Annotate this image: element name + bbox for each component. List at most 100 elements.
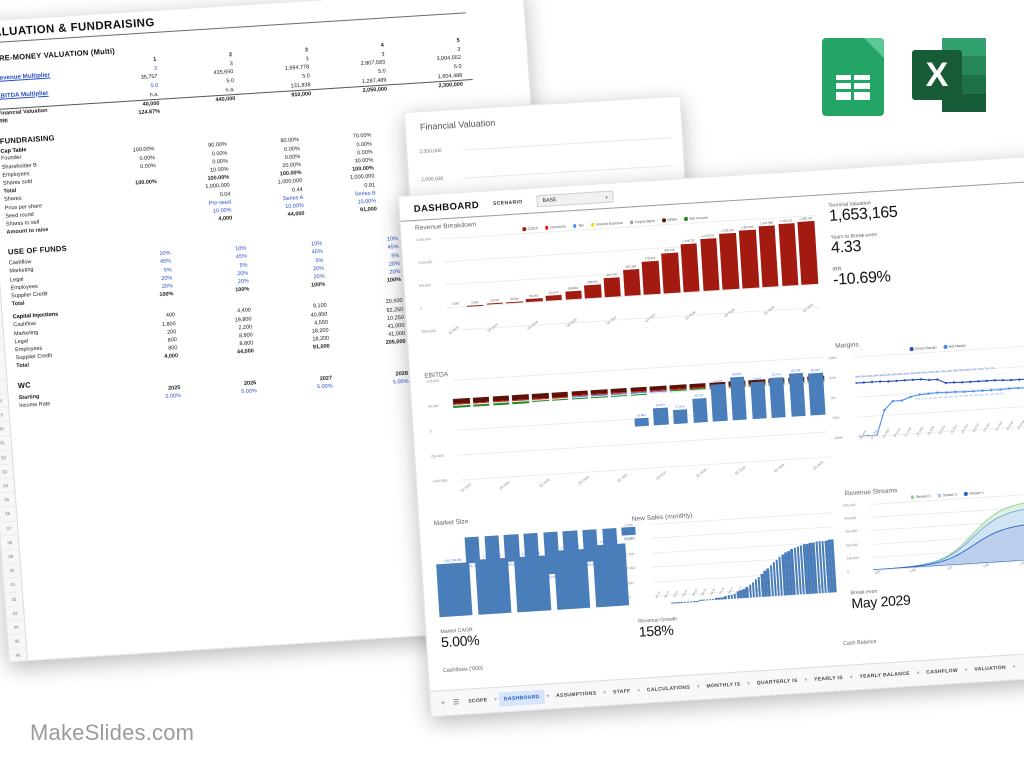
axis-tick-label: (100,000) <box>432 478 448 484</box>
data-label: 189,894 <box>567 285 579 291</box>
legend-swatch <box>964 492 968 496</box>
dashboard-grid: Revenue Breakdown COGS Discounts Tax Intere… <box>401 181 1024 684</box>
scenario-label: SCENARIO <box>492 199 523 208</box>
data-label: 48,733 <box>694 392 704 398</box>
legend-item: Gross Margin <box>909 345 937 352</box>
dashboard-sheet[interactable]: DASHBOARD SCENARIO BASE ▼ Revenue Breakd… <box>398 155 1024 717</box>
axis-tick-label: 500,000 <box>843 502 856 508</box>
legend-swatch <box>943 345 948 349</box>
axis-tick-label: 500,000 <box>418 283 432 288</box>
bar: 1,091,200,000 <box>436 558 473 618</box>
axis-tick-label: 2,000 <box>624 537 634 542</box>
bar-rect <box>730 376 747 421</box>
tab-menu-caret-icon[interactable]: ▾ <box>964 667 968 674</box>
bar-positive <box>506 301 523 304</box>
tab-menu-caret-icon[interactable]: ▾ <box>1012 664 1016 671</box>
add-sheet-icon[interactable]: + <box>440 699 446 707</box>
data-label: 1,564 <box>451 301 459 306</box>
axis-tick-label: 100,000 <box>846 555 860 561</box>
bar-positive <box>564 290 582 300</box>
axis-tick-label: 50,000 <box>428 403 439 409</box>
margins-lines <box>854 377 1024 437</box>
bar-positive <box>525 298 543 303</box>
data-label: 1,219,031 <box>701 232 715 238</box>
legend-swatch <box>662 218 666 223</box>
bar-rect <box>673 409 689 425</box>
google-sheets-icon[interactable] <box>822 38 884 116</box>
app-icon-group: X <box>822 38 986 116</box>
data-label: 936,246 <box>664 247 675 253</box>
cashflows-note: Cashflows ('000) <box>442 665 484 675</box>
panel-new-sales: New Sales (monthly) 2,500 2,000 1,500 1,000… <box>624 503 840 650</box>
data-label: 79,744 <box>771 372 781 378</box>
scenario-select[interactable]: BASE ▼ <box>536 190 614 208</box>
sheet-tab-yearly-balance[interactable]: YEARLY BALANCE <box>859 670 911 680</box>
sheet-tab-cashflow[interactable]: CASHFLOW <box>926 667 959 676</box>
legend-item: COGS <box>522 226 538 232</box>
legend-item: OPEX <box>662 218 677 223</box>
axis-tick-label: (50,000) <box>431 453 445 459</box>
panel-ebitda: EBITDA 100,000 50,000 0 (50,000) (100,000) (5… <box>424 348 832 580</box>
sheet-tab-calculations[interactable]: CALCULATIONS <box>646 684 691 694</box>
axis-tick-label: 200,000 <box>845 542 859 548</box>
legend-swatch <box>937 493 942 498</box>
data-label: 84,787 <box>810 367 820 373</box>
legend-swatch <box>629 220 634 225</box>
bar-rect <box>749 381 767 420</box>
sheet-tab-scope[interactable]: SCOPE <box>468 697 488 705</box>
revenue-streams-plot: 500,000 400,000 300,000 200,000 100,000 0 1/25… <box>843 492 1024 576</box>
bar-positive <box>622 268 641 296</box>
data-label: 1,452,011 <box>779 217 793 223</box>
sheet-tab-quarterly-is[interactable]: QUARTERLY IS <box>756 677 798 687</box>
ebitda-plot: 100,000 50,000 0 (50,000) (100,000) (51,141)(… <box>427 356 831 580</box>
bar-positive <box>758 225 779 288</box>
data-label: 34,813 <box>655 402 665 407</box>
axis-tick-label: 0 <box>420 306 423 311</box>
legend-item: Tax <box>572 223 584 228</box>
sheet-tab-valuation[interactable]: VALUATION <box>974 664 1007 673</box>
all-sheets-menu-icon[interactable]: ☰ <box>452 699 460 707</box>
bar-rect <box>634 417 649 427</box>
data-label: 15,894 <box>636 412 646 418</box>
axis-tick-label: 1,000,000 <box>417 259 433 265</box>
data-label: 1,299,373 <box>720 228 735 233</box>
kpi-break-even: Break-even May 2029 <box>851 577 1024 612</box>
data-label: 1,421,968 <box>759 220 774 226</box>
axis-tick-label: 2,500,000 <box>419 147 442 156</box>
sheet-tab-staff[interactable]: STAFF <box>612 688 631 696</box>
panel-kpis: Terminal Valuation 1,653,165 Years to Br… <box>828 190 1024 332</box>
data-label: 111,543 <box>548 290 559 295</box>
kpi-irr: IRR -10.69% <box>832 254 1024 289</box>
data-label: 85,239 <box>791 368 801 374</box>
microsoft-excel-icon[interactable]: X <box>912 38 986 112</box>
sheet-tab-assumptions[interactable]: ASSUMPTIONS <box>555 690 597 700</box>
bar-rect <box>653 407 669 426</box>
tab-menu-caret-icon[interactable]: ▾ <box>747 680 751 688</box>
kpi-years-to-break-even: Years to Break-even 4.33 <box>830 222 1024 257</box>
watermark: MakeSlides.com <box>30 720 195 745</box>
sheet-tab-dashboard[interactable]: DASHBOARD <box>498 689 545 707</box>
legend-swatch <box>684 217 689 221</box>
dashboard-title: DASHBOARD <box>413 199 480 215</box>
data-label: 85,842 <box>732 371 742 377</box>
axis-tick-label: 500 <box>627 580 634 585</box>
sheets-grid-glyph <box>836 72 870 100</box>
panel-revenue-breakdown: Revenue Breakdown COGS Discounts Tax Intere… <box>415 200 825 408</box>
data-label: 27,640 <box>675 404 685 410</box>
market-size-plot: 1,091,200,000 1,136,400,000 1,141,500,000 1… <box>434 517 630 618</box>
sheet-tab-monthly-is[interactable]: MONTHLY IS <box>706 681 741 690</box>
axis-tick-label: 100% <box>827 355 837 361</box>
bar-positive <box>778 222 799 287</box>
data-label: 1,106,752 <box>682 238 696 244</box>
bar-positive <box>486 303 504 305</box>
sheet-tab-yearly-is[interactable]: YEARLY IS <box>813 675 844 683</box>
legend-swatch <box>545 225 549 230</box>
legend-swatch <box>572 224 577 228</box>
data-label: 74,920 <box>713 378 723 384</box>
panel-market-size: Market Size 1,091,200,000 1,136,400,000 1,… <box>433 508 631 655</box>
axis-tick-label: 0 <box>847 569 850 574</box>
legend-item: Stream 3 <box>910 494 931 500</box>
chevron-down-icon: ▼ <box>604 194 609 201</box>
bar-positive <box>466 304 484 306</box>
axis-tick-label: (500,000) <box>421 328 437 334</box>
